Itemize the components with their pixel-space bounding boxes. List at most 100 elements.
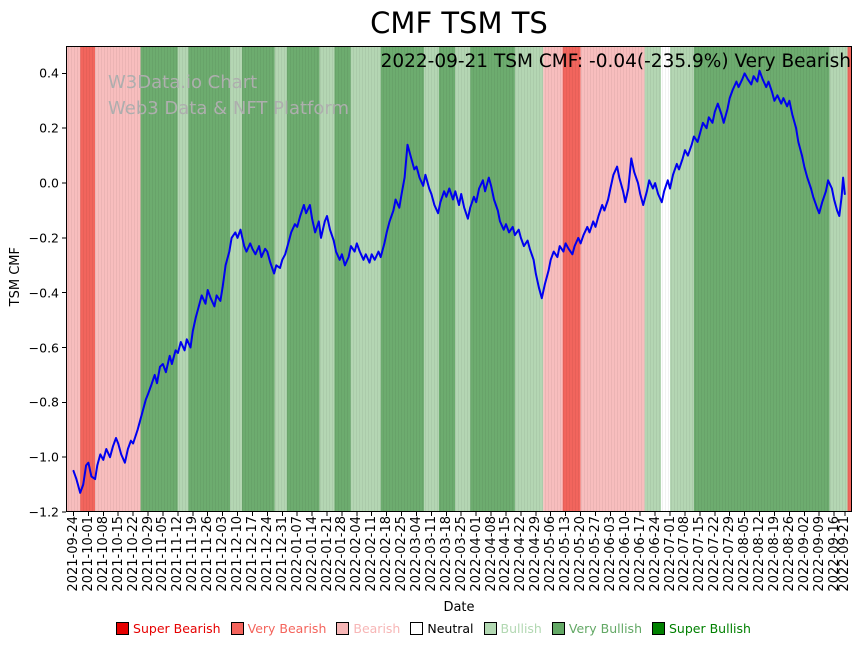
legend-label: Super Bearish [133,621,221,636]
x-tick-label: 2022-03-04 [408,516,424,592]
band-very_bullish [380,46,424,512]
x-tick-label: 2022-07-01 [662,516,678,592]
legend-item-neutral: Neutral [410,621,474,636]
legend-swatch-bearish [336,622,350,635]
band-bearish [66,46,81,512]
x-tick-label: 2022-02-11 [364,516,380,592]
chart-title: CMF TSM TS [370,6,548,40]
x-tick-label: 2021-09-24 [65,516,81,592]
watermark-line1: W3Data.io Chart [108,72,258,93]
x-tick-label: 2022-04-29 [528,516,544,592]
y-tick-label: −1.2 [28,504,59,520]
watermark: W3Data.io Chart Web3 Data & NFT Platform [108,70,349,122]
legend-label: Super Bullish [669,621,751,636]
legend-swatch-very-bearish [230,622,244,635]
x-tick-label: 2022-06-17 [632,516,648,592]
y-tick-label: 0.0 [39,175,59,191]
watermark-line2: Web3 Data & NFT Platform [108,98,350,119]
legend-item-bullish: Bullish [483,621,542,636]
legend: Super Bearish Very Bearish Bearish Neutral B… [0,621,867,636]
x-tick-label: 2022-05-06 [543,516,559,592]
legend-label: Bearish [353,621,401,636]
x-tick-label: 2022-06-24 [647,516,663,592]
band-very_bearish [80,46,96,512]
x-tick-label: 2021-10-08 [95,516,111,592]
x-tick-label: 2022-04-15 [498,516,514,592]
x-tick-label: 2022-09-09 [811,516,827,592]
x-tick-label: 2022-07-22 [707,516,723,592]
band-bullish [230,46,242,512]
x-tick-label: 2021-11-19 [185,516,201,592]
x-tick-label: 2021-12-03 [215,516,231,592]
x-tick-label: 2021-12-17 [244,516,260,592]
y-axis-label: TSM CMF [8,247,23,307]
x-tick-label: 2022-07-29 [722,516,738,592]
band-bearish [580,46,645,512]
x-tick-label: 2022-07-08 [677,516,693,592]
legend-label: Bullish [500,621,542,636]
band-bearish [95,46,141,512]
x-tick-label: 2022-01-28 [334,516,350,592]
x-tick-label: 2022-09-21 [837,516,853,592]
band-bullish [514,46,544,512]
latest-value-annotation: 2022-09-21 TSM CMF: -0.04(-235.9%) Very … [380,51,851,72]
legend-label: Very Bearish [247,621,327,636]
axes-frame [66,46,852,512]
x-tick-label: 2022-03-25 [453,516,469,592]
band-very_bullish [241,46,275,512]
band-bullish [177,46,189,512]
legend-swatch-bullish [483,622,497,635]
y-tick-label: 0.2 [39,120,59,136]
x-tick-label: 2022-02-18 [379,516,395,592]
x-tick-label: 2022-09-02 [796,516,812,592]
legend-swatch-super-bullish [652,622,665,635]
x-tick-label: 2022-03-11 [423,516,439,592]
x-tick-label: 2021-12-24 [259,516,275,592]
x-tick-label: 2022-05-20 [573,516,589,592]
legend-label: Neutral [427,621,474,636]
x-tick-label: 2022-04-01 [468,516,484,592]
band-very_bullish [470,46,515,512]
x-tick-label: 2022-04-22 [513,516,529,592]
y-tick-label: −0.8 [28,394,59,410]
band-very_bullish [140,46,178,512]
x-tick-label: 2021-11-12 [170,516,186,592]
band-bullish [274,46,287,512]
x-tick-label: 2022-02-04 [349,516,365,592]
x-tick-label: 2022-05-27 [587,516,603,592]
x-tick-label: 2022-04-08 [483,516,499,592]
band-bullish [670,46,694,512]
band-bullish [423,46,439,512]
x-tick-label: 2022-07-15 [692,516,708,592]
x-tick-label: 2022-01-21 [319,516,335,592]
x-tick-label: 2021-11-26 [200,516,216,592]
legend-swatch-very-bullish [551,622,565,635]
band-bullish [455,46,471,512]
legend-item-very-bearish: Very Bearish [230,621,327,636]
x-tick-label: 2021-10-29 [140,516,156,592]
x-tick-label: 2022-06-10 [617,516,633,592]
y-tick-label: −0.2 [28,230,59,246]
band-very_bullish [334,46,351,512]
band-very_bullish [438,46,456,512]
x-tick-label: 2021-10-15 [110,516,126,592]
y-tick-label: −1.0 [28,449,59,465]
legend-item-super-bullish: Super Bullish [652,621,751,636]
legend-item-super-bearish: Super Bearish [116,621,221,636]
x-tick-label: 2022-08-05 [737,516,753,592]
legend-swatch-neutral [410,622,424,635]
band-very_bullish [286,46,320,512]
legend-item-very-bullish: Very Bullish [551,621,642,636]
band-very_bullish [693,46,830,512]
y-tick-label: 0.4 [39,65,59,81]
x-tick-label: 2021-12-10 [230,516,246,592]
x-tick-label: 2021-11-05 [155,516,171,592]
x-tick-label: 2022-03-18 [438,516,454,592]
band-bullish [829,46,848,512]
y-tick-label: −0.6 [28,340,59,356]
band-bullish [644,46,662,512]
x-tick-label: 2021-10-01 [80,516,96,592]
legend-item-bearish: Bearish [336,621,400,636]
